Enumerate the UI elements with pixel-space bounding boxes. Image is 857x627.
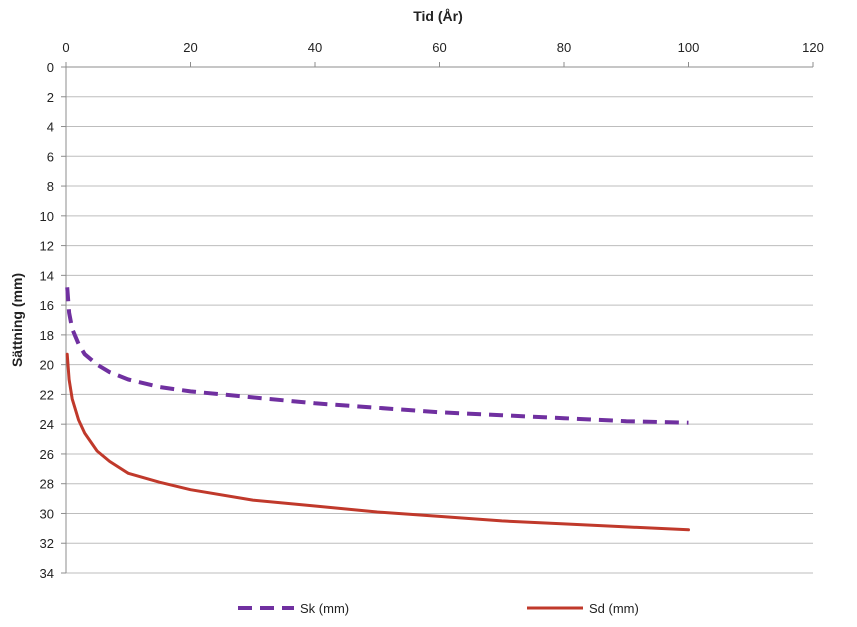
x-tick-label: 120: [802, 40, 824, 55]
series-lines: [65, 287, 690, 532]
x-tick-label: 0: [62, 40, 69, 55]
y-tick-label: 0: [47, 60, 54, 75]
x-tick-label: 80: [557, 40, 571, 55]
x-tick-label: 60: [432, 40, 446, 55]
y-tick-label: 12: [40, 239, 54, 254]
y-tick-label: 8: [47, 179, 54, 194]
y-axis-title: Sättning (mm): [9, 273, 25, 367]
y-tick-label: 20: [40, 358, 54, 373]
gridlines: [66, 66, 813, 574]
legend: Sk (mm) Sd (mm): [238, 601, 639, 616]
y-tick-label: 2: [47, 90, 54, 105]
series-line-2: [65, 352, 690, 532]
y-tick-label: 18: [40, 328, 54, 343]
y-tick-label: 16: [40, 298, 54, 313]
series-line-1: [65, 287, 689, 425]
y-tick-label: 24: [40, 417, 54, 432]
y-tick-label: 6: [47, 149, 54, 164]
y-tick-label: 22: [40, 387, 54, 402]
y-tick-label: 34: [40, 566, 54, 581]
y-tick-label: 14: [40, 268, 54, 283]
legend-label-2: Sd (mm): [589, 601, 639, 616]
y-tick-label: 26: [40, 447, 54, 462]
x-axis-title: Tid (År): [413, 8, 463, 24]
y-tick-label: 32: [40, 536, 54, 551]
x-tick-label: 40: [308, 40, 322, 55]
legend-label-1: Sk (mm): [300, 601, 349, 616]
x-tick-label: 20: [183, 40, 197, 55]
x-tick-label: 100: [678, 40, 700, 55]
y-tick-label: 28: [40, 477, 54, 492]
y-tick-label: 4: [47, 120, 54, 135]
y-tick-label: 10: [40, 209, 54, 224]
y-tick-label: 30: [40, 506, 54, 521]
